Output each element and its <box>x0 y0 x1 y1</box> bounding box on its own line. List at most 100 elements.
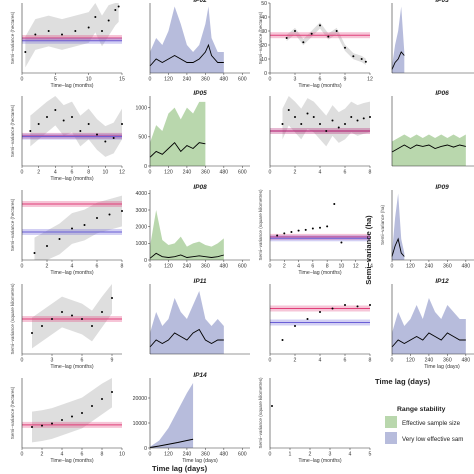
curve-r1c4 <box>391 51 405 70</box>
xtick-label-r2c1-6: 12 <box>119 170 125 176</box>
ytick-label-r3c2-3: 3000 <box>135 208 147 214</box>
ci-r3c1 <box>34 195 122 260</box>
y-label-r1c1: Semi−variance (hectares) <box>10 11 15 64</box>
xtick-label-r2c1-5: 10 <box>102 170 108 176</box>
ytick-label-r1c3-0: 0 <box>264 71 267 77</box>
point-r4c3-4 <box>331 307 334 310</box>
curve-r2c2 <box>149 141 206 158</box>
point-r2c3-8 <box>331 119 334 122</box>
point-r2c1-7 <box>87 123 90 125</box>
xtick-label-r3c2-3: 360 <box>201 264 210 270</box>
panel-r1c2: IP02 0 120 240 360 480 600 <box>149 0 250 83</box>
point-r1c3-2 <box>302 41 305 44</box>
envelope-r2c2 <box>150 101 206 166</box>
point-r2c3-9 <box>337 126 340 129</box>
panel-r4c4: IP120120240360480600Time lag (days) <box>391 278 474 370</box>
point-r2c3-10 <box>344 123 346 125</box>
xtick-label-r3c1-1: 2 <box>46 264 49 270</box>
point-r3c3-5 <box>311 227 314 230</box>
curve-r3c4 <box>391 237 405 257</box>
ytick-label-r1c3-5: 50 <box>261 1 267 7</box>
xtick-label-r5c1-0: 0 <box>21 452 24 458</box>
curve-r4c2 <box>149 328 224 348</box>
x-label-r3c1: Time−lag (months) <box>50 270 93 276</box>
xtick-label-r4c3-2: 4 <box>319 358 322 364</box>
legend-swatch-1 <box>385 432 397 444</box>
xtick-label-r3c4-4: 480 <box>462 264 471 270</box>
xtick-label-r2c1-3: 6 <box>71 170 74 176</box>
y-label-r5c3: Semi−variance (square kilometres) <box>258 377 263 449</box>
xtick-label-r3c3-7: 14 <box>367 264 373 270</box>
xtick-label-r5c3-4: 4 <box>349 452 352 458</box>
xtick-label-r4c1-2: 6 <box>81 358 84 364</box>
point-r3c3-9 <box>340 241 343 244</box>
x-label-r4c1: Time−lag (months) <box>50 364 93 370</box>
xtick-label-r3c4-3: 360 <box>443 264 452 270</box>
panel-r2c2: IP05 0 120 240 360 480 600 0 500 1000 <box>135 90 250 176</box>
point-r2c3-2 <box>294 116 296 118</box>
point-r1c1-7 <box>101 30 103 32</box>
legend-label-0: Effective sample size <box>402 420 461 427</box>
point-r2c3-4 <box>306 112 309 115</box>
legend-label-1: Very low effective sam <box>402 436 463 443</box>
xtick-label-r5c3-2: 2 <box>309 452 312 458</box>
x-label-r5c3: Time−lag (months) <box>298 458 341 464</box>
ytick-label-r5c2-1: 10000 <box>133 421 148 427</box>
x-label-r1c3: Time−lag (months) <box>298 83 341 89</box>
point-r1c3-1 <box>294 30 296 32</box>
xtick-label-r4c4-1: 120 <box>406 358 415 364</box>
xtick-label-r3c4-2: 240 <box>425 264 434 270</box>
xtick-label-r1c3-2: 6 <box>319 77 322 83</box>
y-label-r1c3: Semi−variance (hectares) <box>258 11 263 64</box>
xtick-label-r5c2-3: 360 <box>201 452 210 458</box>
xtick-label-r2c2-2: 240 <box>183 170 192 176</box>
point-r1c3-3 <box>310 32 313 35</box>
xtick-label-r3c3-6: 12 <box>353 264 359 270</box>
panel-r2c3: 0 2 4 6 8 <box>269 96 372 176</box>
point-r3c3-7 <box>326 225 329 228</box>
xtick-label-r4c4-3: 360 <box>443 358 452 364</box>
point-r1c3-7 <box>344 46 346 49</box>
panel-r2c4: IP06 <box>391 90 474 167</box>
point-r3c3-6 <box>319 226 321 229</box>
xtick-label-r5c1-2: 4 <box>61 452 64 458</box>
point-r2c1-1 <box>37 123 40 125</box>
xtick-label-r4c4-2: 240 <box>425 358 434 364</box>
point-r1c1-2 <box>47 30 50 32</box>
xtick-label-r5c3-0: 0 <box>269 452 272 458</box>
point-r2c3-5 <box>312 116 315 118</box>
point-r1c1-0 <box>24 51 27 53</box>
point-r1c3-10 <box>364 60 367 63</box>
xtick-label-r1c2-5: 600 <box>238 77 247 83</box>
point-r5c1-5 <box>81 412 83 414</box>
point-r5c1-8 <box>111 391 113 393</box>
point-r2c1-4 <box>62 119 65 122</box>
point-r1c3-4 <box>319 24 321 27</box>
point-r3c1-5 <box>96 217 98 219</box>
xtick-label-r3c2-4: 480 <box>220 264 229 270</box>
xtick-label-r2c2-0: 0 <box>149 170 152 176</box>
envelope-r1c2 <box>150 6 224 73</box>
point-r2c1-11 <box>121 123 123 125</box>
panel-title-r2c4: IP06 <box>435 90 449 97</box>
xtick-label-r3c1-3: 6 <box>96 264 99 270</box>
point-r4c1-2 <box>51 318 53 320</box>
point-r3c1-6 <box>108 213 111 216</box>
panel-r5c3: 0 1 2 3 4 5 Time−lag (months) Semi−variance (sq… <box>258 377 372 464</box>
point-r5c3-0 <box>271 405 273 407</box>
xtick-label-r1c1-2: 10 <box>86 77 92 83</box>
panel-title-r5c2: IP14 <box>193 372 207 379</box>
point-r3c3-2 <box>290 231 293 233</box>
y-label-r3c1: Semi−variance (hectares) <box>10 198 15 251</box>
point-r5c1-0 <box>31 426 33 428</box>
xtick-label-r3c4-1: 120 <box>406 264 415 270</box>
point-r3c1-4 <box>83 224 86 226</box>
xtick-label-r1c3-4: 12 <box>367 77 373 83</box>
xtick-label-r4c1-1: 3 <box>51 358 54 364</box>
xtick-label-r1c2-1: 120 <box>164 77 173 83</box>
xtick-label-r4c4-0: 0 <box>391 358 394 364</box>
point-r3c1-0 <box>33 252 36 254</box>
panel-title-r4c4: IP12 <box>435 278 449 285</box>
ytick-label-r3c2-4: 4000 <box>135 191 147 197</box>
legend-swatch-0 <box>385 416 397 428</box>
